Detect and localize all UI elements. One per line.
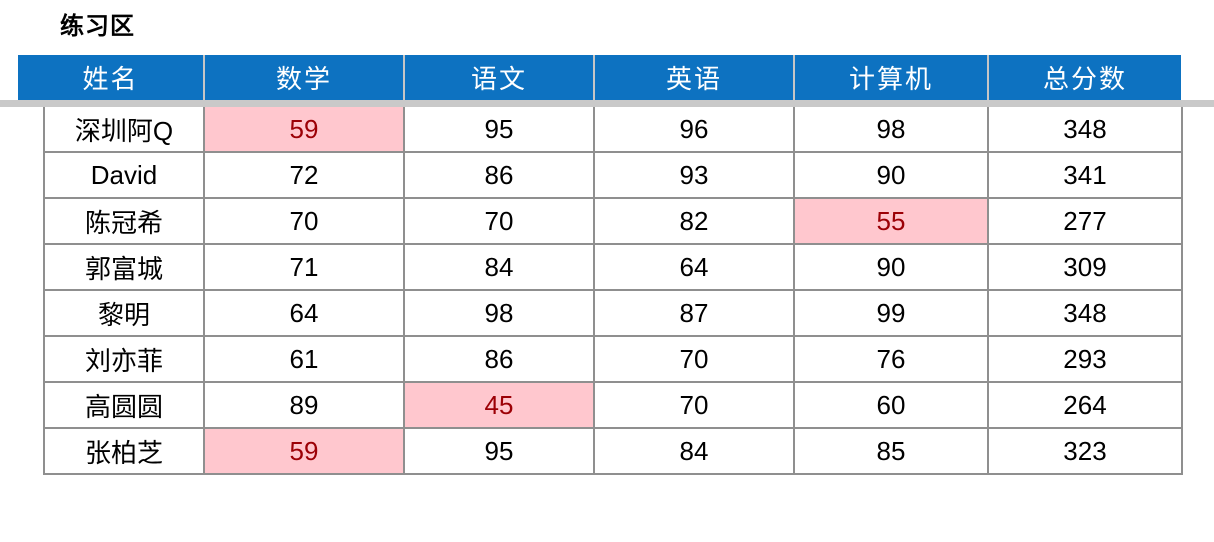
table-row: 张柏芝 59 95 84 85 323: [45, 429, 1183, 475]
cell-name[interactable]: 黎明: [45, 291, 205, 337]
cell-total-score[interactable]: 323: [989, 429, 1183, 475]
cell-english-score[interactable]: 87: [595, 291, 795, 337]
cell-english-score[interactable]: 64: [595, 245, 795, 291]
column-header-total[interactable]: 总分数: [987, 55, 1181, 100]
cell-english-score[interactable]: 93: [595, 153, 795, 199]
cell-computer-score[interactable]: 99: [795, 291, 989, 337]
column-header-name[interactable]: 姓名: [82, 64, 139, 94]
table-row: 刘亦菲 61 86 70 76 293: [45, 337, 1183, 383]
sheet-title: 练习区: [60, 13, 135, 40]
table-row: 高圆圆 89 45 70 60 264: [45, 383, 1183, 429]
cell-chinese-score[interactable]: 95: [405, 107, 595, 153]
cell-chinese-score[interactable]: 84: [405, 245, 595, 291]
cell-total-score[interactable]: 341: [989, 153, 1183, 199]
table-row: David 72 86 93 90 341: [45, 153, 1183, 199]
table-row: 陈冠希 70 70 82 55 277: [45, 199, 1183, 245]
cell-computer-score[interactable]: 90: [795, 153, 989, 199]
column-header-computer[interactable]: 计算机: [793, 55, 987, 100]
cell-math-score[interactable]: 64: [205, 291, 405, 337]
cell-total-score[interactable]: 348: [989, 291, 1183, 337]
cell-english-score[interactable]: 84: [595, 429, 795, 475]
cell-math-score[interactable]: 59: [205, 429, 405, 475]
cell-computer-score[interactable]: 76: [795, 337, 989, 383]
cell-chinese-score[interactable]: 45: [405, 383, 595, 429]
cell-name[interactable]: David: [45, 153, 205, 199]
header-separator-band: [0, 100, 1214, 107]
cell-total-score[interactable]: 309: [989, 245, 1183, 291]
cell-name[interactable]: 刘亦菲: [45, 337, 205, 383]
cell-total-score[interactable]: 348: [989, 107, 1183, 153]
cell-chinese-score[interactable]: 86: [405, 337, 595, 383]
cell-math-score[interactable]: 59: [205, 107, 405, 153]
cell-total-score[interactable]: 264: [989, 383, 1183, 429]
cell-computer-score[interactable]: 60: [795, 383, 989, 429]
cell-name[interactable]: 高圆圆: [45, 383, 205, 429]
cell-name[interactable]: 张柏芝: [45, 429, 205, 475]
cell-total-score[interactable]: 277: [989, 199, 1183, 245]
cell-computer-score[interactable]: 55: [795, 199, 989, 245]
column-header-math[interactable]: 数学: [203, 55, 403, 100]
cell-name[interactable]: 郭富城: [45, 245, 205, 291]
cell-english-score[interactable]: 96: [595, 107, 795, 153]
cell-english-score[interactable]: 82: [595, 199, 795, 245]
cell-math-score[interactable]: 72: [205, 153, 405, 199]
cell-chinese-score[interactable]: 70: [405, 199, 595, 245]
cell-english-score[interactable]: 70: [595, 337, 795, 383]
cell-name[interactable]: 陈冠希: [45, 199, 205, 245]
cell-name[interactable]: 深圳阿Q: [45, 107, 205, 153]
cell-math-score[interactable]: 89: [205, 383, 405, 429]
cell-total-score[interactable]: 293: [989, 337, 1183, 383]
cell-math-score[interactable]: 70: [205, 199, 405, 245]
table-row: 深圳阿Q 59 95 96 98 348: [45, 107, 1183, 153]
table-header-row: 姓名 数学 语文 英语 计算机 总分数: [18, 55, 1181, 100]
cell-computer-score[interactable]: 85: [795, 429, 989, 475]
cell-chinese-score[interactable]: 95: [405, 429, 595, 475]
cell-english-score[interactable]: 70: [595, 383, 795, 429]
column-header-english[interactable]: 英语: [593, 55, 793, 100]
table-body: 深圳阿Q 59 95 96 98 348 David 72 86 93 90 341 陈冠希 70 70 82…: [43, 107, 1183, 475]
cell-chinese-score[interactable]: 86: [405, 153, 595, 199]
cell-math-score[interactable]: 61: [205, 337, 405, 383]
column-header-chinese[interactable]: 语文: [403, 55, 593, 100]
cell-computer-score[interactable]: 98: [795, 107, 989, 153]
table-row: 黎明 64 98 87 99 348: [45, 291, 1183, 337]
cell-chinese-score[interactable]: 98: [405, 291, 595, 337]
cell-computer-score[interactable]: 90: [795, 245, 989, 291]
table-row: 郭富城 71 84 64 90 309: [45, 245, 1183, 291]
cell-math-score[interactable]: 71: [205, 245, 405, 291]
